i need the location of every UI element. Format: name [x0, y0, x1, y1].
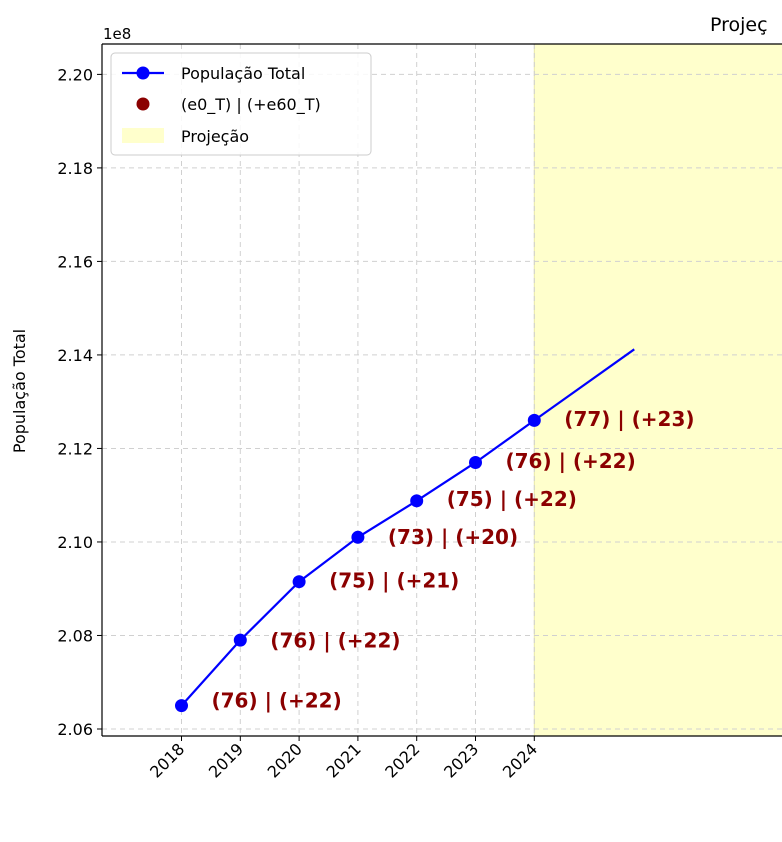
x-tick-label: 2021 — [323, 739, 365, 781]
x-tick-label: 2024 — [499, 739, 541, 781]
legend-label: Projeção — [181, 127, 249, 146]
y-axis-label: População Total — [10, 329, 29, 453]
data-label: (76) | (+22) — [212, 688, 342, 712]
y-tick-label: 2.14 — [57, 346, 93, 365]
y-tick-label: 2.12 — [57, 439, 93, 458]
x-tick-label: 2018 — [146, 739, 188, 781]
legend-marker-swatch — [136, 66, 150, 80]
data-point — [527, 413, 541, 427]
y-tick-label: 2.06 — [57, 720, 93, 739]
chart-title: Projeç — [710, 14, 768, 36]
x-tick-label: 2019 — [205, 739, 247, 781]
data-point — [351, 530, 365, 544]
data-label: (73) | (+20) — [388, 525, 518, 549]
legend-label: População Total — [181, 64, 305, 83]
data-point — [233, 633, 247, 647]
data-point — [175, 699, 188, 713]
data-point — [410, 494, 424, 508]
legend-marker-swatch — [136, 97, 150, 111]
data-label: (75) | (+22) — [447, 487, 577, 511]
x-tick-label: 2022 — [381, 739, 423, 781]
projection-region — [534, 44, 782, 736]
x-tick-label: 2023 — [440, 739, 482, 781]
data-label: (77) | (+23) — [564, 407, 694, 431]
y-tick-label: 2.08 — [57, 626, 93, 645]
data-point — [292, 575, 306, 589]
series-line — [180, 348, 635, 707]
data-label: (75) | (+21) — [329, 569, 459, 593]
legend: População Total (e0_T) | (+e60_T) Projeção — [110, 52, 372, 156]
y-offset-label: 1e8 — [103, 25, 131, 43]
legend-box — [110, 52, 372, 156]
data-label: (76) | (+22) — [270, 629, 400, 653]
legend-patch-swatch — [122, 128, 164, 143]
x-tick-label: 2020 — [264, 739, 306, 781]
data-label: (76) | (+22) — [506, 449, 636, 473]
y-tick-label: 2.10 — [57, 533, 93, 552]
y-tick-label: 2.18 — [57, 159, 93, 178]
y-tick-label: 2.16 — [57, 252, 93, 271]
legend-label: (e0_T) | (+e60_T) — [181, 95, 321, 115]
data-point — [469, 455, 482, 469]
y-tick-label: 2.20 — [57, 65, 93, 84]
